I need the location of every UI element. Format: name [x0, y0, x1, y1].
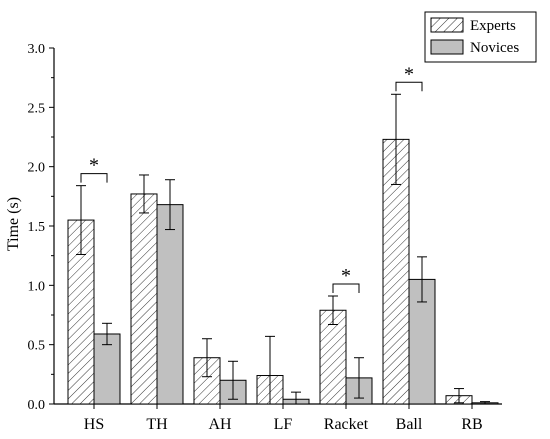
x-tick-label: RB [461, 416, 482, 433]
x-tick-label: AH [208, 416, 232, 433]
y-tick-label: 2.5 [28, 101, 46, 116]
legend-label-experts: Experts [470, 18, 516, 34]
significance-marker: * [80, 155, 108, 183]
legend: Experts Novices [424, 11, 537, 63]
x-tick-label: TH [146, 416, 168, 433]
significance-bracket [80, 173, 108, 183]
legend-label-novices: Novices [470, 40, 519, 56]
y-tick-label: 3.0 [28, 42, 46, 57]
bar-experts-racket [319, 309, 347, 405]
legend-swatch-experts [430, 17, 464, 33]
x-tick-label: Ball [396, 416, 423, 433]
significance-star: * [404, 63, 414, 85]
significance-star: * [89, 155, 99, 177]
bar-experts-th [130, 193, 158, 405]
y-axis-title: Time (s) [5, 197, 22, 251]
y-tick-label: 1.5 [28, 220, 46, 235]
x-tick-label: LF [274, 416, 293, 433]
significance-marker: * [395, 63, 423, 92]
x-tick-label: HS [84, 416, 104, 433]
significance-star: * [341, 265, 351, 287]
y-tick-label: 2.0 [28, 161, 46, 176]
significance-bracket [332, 283, 360, 294]
y-tick-label: 0.0 [28, 398, 46, 413]
bar-novices-th [156, 204, 184, 405]
significance-bracket [395, 81, 423, 92]
x-tick-label: Racket [324, 416, 369, 433]
y-tick-label: 0.5 [28, 339, 46, 354]
legend-swatch-novices [430, 39, 464, 55]
significance-marker: * [332, 265, 360, 294]
y-tick-label: 1.0 [28, 279, 46, 294]
